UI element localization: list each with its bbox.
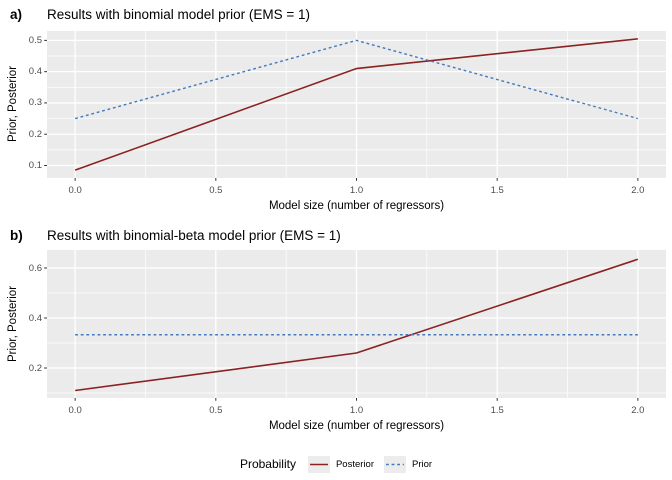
x-tick-label: 0.0: [68, 405, 82, 416]
y-tick-label: 0.4: [28, 66, 42, 78]
y-tick-label: 0.2: [28, 362, 42, 374]
legend-item-prior: Prior: [383, 455, 433, 473]
legend-title: Probability: [239, 457, 296, 471]
panel-b-tag: b): [10, 228, 23, 243]
legend: Probability Posterior Prior: [0, 451, 672, 477]
x-tick-label: 1.5: [490, 185, 504, 196]
panel-a-x-axis-label: Model size (number of regressors): [268, 200, 445, 212]
x-tick-label: 2.0: [631, 405, 645, 416]
y-tick-label: 0.6: [28, 262, 42, 274]
legend-item-posterior: Posterior: [307, 455, 374, 473]
x-tick-label: 2.0: [631, 185, 645, 196]
y-tick-label: 0.1: [28, 159, 42, 171]
panel-b-title-row: b) Results with binomial-beta model prior…: [10, 228, 341, 243]
x-tick-label: 1.0: [349, 185, 364, 196]
panel-b-x-axis-label: Model size (number of regressors): [268, 420, 445, 432]
posterior-line-key-icon: [307, 455, 330, 473]
prior-line: [74, 39, 639, 120]
y-tick-label: 0.4: [28, 312, 42, 324]
panel-b-y-axis-label: Prior, Posterior: [7, 285, 19, 363]
prior-line-key-icon: [383, 455, 406, 473]
panel-b-title: Results with binomial-beta model prior (…: [47, 228, 341, 243]
x-tick-label: 1.5: [490, 405, 504, 416]
posterior-line: [74, 38, 638, 171]
y-tick-label: 0.3: [28, 97, 42, 109]
x-tick-label: 0.5: [209, 405, 223, 416]
panel-a-tag: a): [10, 7, 23, 22]
y-tick-label: 0.5: [28, 34, 42, 46]
y-tick-label: 0.2: [28, 128, 42, 140]
legend-label-prior: Prior: [411, 458, 433, 470]
x-tick-label: 0.5: [209, 185, 223, 196]
panel-a-title: Results with binomial model prior (EMS =…: [47, 7, 310, 22]
x-tick-label: 1.0: [349, 405, 364, 416]
x-tick-label: 0.0: [68, 185, 82, 196]
posterior-line: [75, 258, 639, 392]
legend-label-posterior: Posterior: [335, 458, 374, 470]
panel-a-title-row: a) Results with binomial model prior (EMS…: [10, 7, 310, 22]
